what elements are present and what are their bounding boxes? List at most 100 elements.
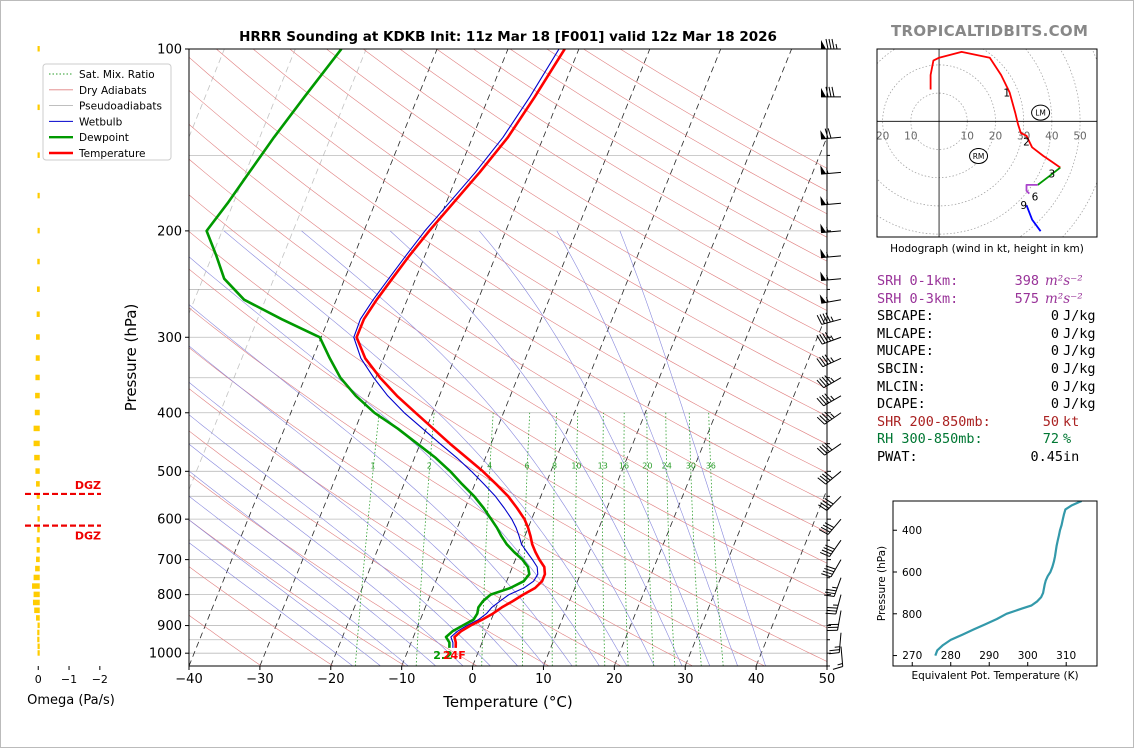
wind-barbs	[817, 39, 843, 669]
param-unit: J/kg	[1063, 343, 1096, 361]
y-tick-label: 800	[157, 588, 182, 603]
barb-full	[826, 610, 836, 611]
omega-bar	[36, 615, 40, 621]
dry-adiabat-line	[33, 49, 981, 666]
mixing-ratio-label: 13	[598, 461, 608, 470]
param-label: DCAPE:	[877, 396, 926, 414]
barb-flag	[821, 40, 826, 49]
hodograph-ring-label: 20	[989, 130, 1002, 142]
param-unit: J/kg	[1063, 379, 1096, 397]
omega-bar	[37, 505, 39, 511]
x-tick-label: 30	[677, 672, 694, 687]
barb-flag	[820, 130, 826, 139]
wind-barb	[819, 519, 841, 534]
legend-entry: Dry Adiabats	[79, 85, 147, 97]
barb-full	[820, 379, 827, 387]
param-label: SBCAPE:	[877, 308, 934, 326]
theta-e-profile	[935, 501, 1081, 656]
param-row: RH 300-850mb:72%	[877, 431, 1117, 449]
barb-full	[829, 650, 839, 651]
y-tick-label: 900	[157, 619, 182, 634]
hodograph-height-label: 9	[1020, 200, 1027, 212]
mixing-ratio-label: 30	[686, 461, 696, 470]
isotherm-line	[189, 49, 437, 666]
param-value: 0	[997, 361, 1059, 379]
barb-full	[820, 397, 827, 405]
param-unit: J/kg	[1063, 361, 1096, 379]
isotherm-line	[260, 49, 508, 666]
hodograph-trace	[1027, 205, 1041, 231]
omega-bar	[34, 441, 40, 447]
param-unit: J/kg	[1063, 326, 1096, 344]
omega-bar	[37, 311, 40, 317]
omega-bar	[36, 481, 40, 487]
x-tick-label: −10	[388, 672, 415, 687]
mixing-ratio-label: 4	[487, 461, 492, 470]
theta-e-x-tick-label: 270	[902, 650, 922, 662]
param-unit: in	[1063, 449, 1079, 467]
barb-full	[828, 128, 831, 138]
barb-half	[831, 378, 834, 382]
y-tick-label: 400	[157, 406, 182, 421]
barb-full	[825, 376, 832, 384]
barb-full	[821, 574, 831, 577]
omega-tick-label: −1	[61, 673, 77, 686]
param-unit: kt	[1063, 414, 1079, 432]
legend-entry: Pseudoadiabats	[79, 101, 162, 113]
theta-e-y-axis-label: Pressure (hPa)	[876, 546, 888, 621]
y-tick-label: 300	[157, 331, 182, 346]
mixing-ratio-label: 16	[619, 461, 629, 470]
hodograph-motion-label: LM	[1035, 109, 1046, 118]
param-value: 0	[997, 396, 1059, 414]
param-label: MUCAPE:	[877, 343, 934, 361]
omega-bar	[35, 566, 40, 572]
theta-e-x-tick-label: 290	[979, 650, 999, 662]
mixing-ratio-label: 10	[571, 461, 581, 470]
param-unit: m²s⁻²	[1045, 273, 1083, 291]
y-axis-label: Pressure (hPa)	[122, 304, 140, 412]
mixing-ratio-label: 8	[552, 461, 557, 470]
theta-e-x-tick-label: 310	[1056, 650, 1076, 662]
barb-full	[822, 445, 829, 452]
barb-full	[822, 414, 829, 421]
omega-bar	[38, 228, 40, 234]
theta-e-y-tick-label: 800	[902, 609, 922, 621]
param-value: 0	[997, 379, 1059, 397]
wind-barb	[820, 540, 841, 556]
barb-half	[836, 44, 837, 49]
mixing-ratio-line	[603, 413, 605, 666]
param-label: SRH 0-3km:	[877, 291, 958, 309]
theta-e-x-tick-label: 280	[941, 650, 961, 662]
omega-bar	[34, 575, 40, 581]
legend-entry: Temperature	[78, 148, 146, 160]
omega-bar	[37, 527, 39, 533]
param-unit: m²s⁻²	[1045, 291, 1083, 309]
param-row: SRH 0-3km: 575 m²s⁻²	[877, 291, 1117, 309]
param-value: 575	[987, 291, 1039, 309]
barb-flag	[821, 88, 826, 97]
legend-entry: Dewpoint	[79, 132, 129, 144]
omega-tick-label: −2	[92, 673, 108, 686]
wind-barb	[820, 196, 841, 205]
mixing-ratio-label: 6	[525, 461, 530, 470]
omega-bar	[38, 105, 40, 111]
hodograph-height-label: 1	[1003, 87, 1010, 99]
param-value: 0	[997, 308, 1059, 326]
brand-logo-text: TROPICALTIDBITS.COM	[891, 22, 1088, 40]
param-value: 72	[997, 431, 1059, 449]
y-tick-label: 600	[157, 513, 182, 528]
wind-barb	[820, 272, 841, 281]
hodograph-motion-label: RM	[973, 152, 985, 161]
omega-bar	[37, 637, 39, 643]
mixing-ratio-label: 36	[706, 461, 716, 470]
dgz-label: DGZ	[75, 530, 101, 543]
wind-barb	[821, 560, 841, 577]
theta-e-plot-area	[935, 501, 1081, 656]
wetbulb-profile	[354, 49, 559, 648]
mixing-ratio-line	[689, 413, 701, 666]
